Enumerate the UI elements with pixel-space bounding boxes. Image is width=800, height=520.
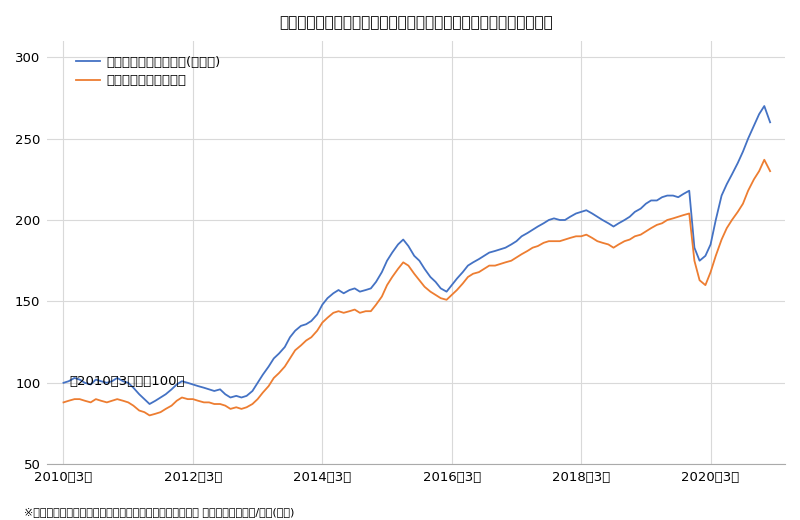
Line: のむラップ・ファンド(積極型): のむラップ・ファンド(積極型) [63,106,770,404]
類似ファンド分類平均 [766,168,775,174]
類似ファンド分類平均 [280,363,290,370]
類似ファンド分類平均 [58,399,68,406]
類似ファンド分類平均 [150,411,160,417]
のむラップ・ファンド(積極型) [636,205,646,212]
類似ファンド分類平均 [302,337,311,344]
Legend: のむラップ・ファンド(積極型), 類似ファンド分類平均: のむラップ・ファンド(積極型), 類似ファンド分類平均 [76,56,221,87]
類似ファンド分類平均 [636,231,646,238]
Text: ※類似ファンド分類平均＝モーニングスターインデックス バランス・成長型/類似(単純): ※類似ファンド分類平均＝モーニングスターインデックス バランス・成長型/類似(単… [24,508,294,517]
のむラップ・ファンド(積極型) [766,119,775,125]
のむラップ・ファンド(積極型) [150,398,160,404]
Title: 「のむラップ・ファンド（積極型）」設定来のパフォーマンス推移: 「のむラップ・ファンド（積極型）」設定来のパフォーマンス推移 [279,15,553,30]
のむラップ・ファンド(積極型) [630,209,640,215]
のむラップ・ファンド(積極型) [145,401,154,407]
類似ファンド分類平均 [145,412,154,419]
Line: 類似ファンド分類平均: 類似ファンド分類平均 [63,160,770,415]
のむラップ・ファンド(積極型) [759,103,769,109]
のむラップ・ファンド(積極型) [280,344,290,350]
のむラップ・ファンド(積極型) [58,380,68,386]
のむラップ・ファンド(積極型) [302,321,311,327]
Text: （2010年3月末＝100）: （2010年3月末＝100） [70,375,185,388]
のむラップ・ファンド(積極型) [118,378,128,384]
類似ファンド分類平均 [118,398,128,404]
類似ファンド分類平均 [759,157,769,163]
類似ファンド分類平均 [630,233,640,239]
